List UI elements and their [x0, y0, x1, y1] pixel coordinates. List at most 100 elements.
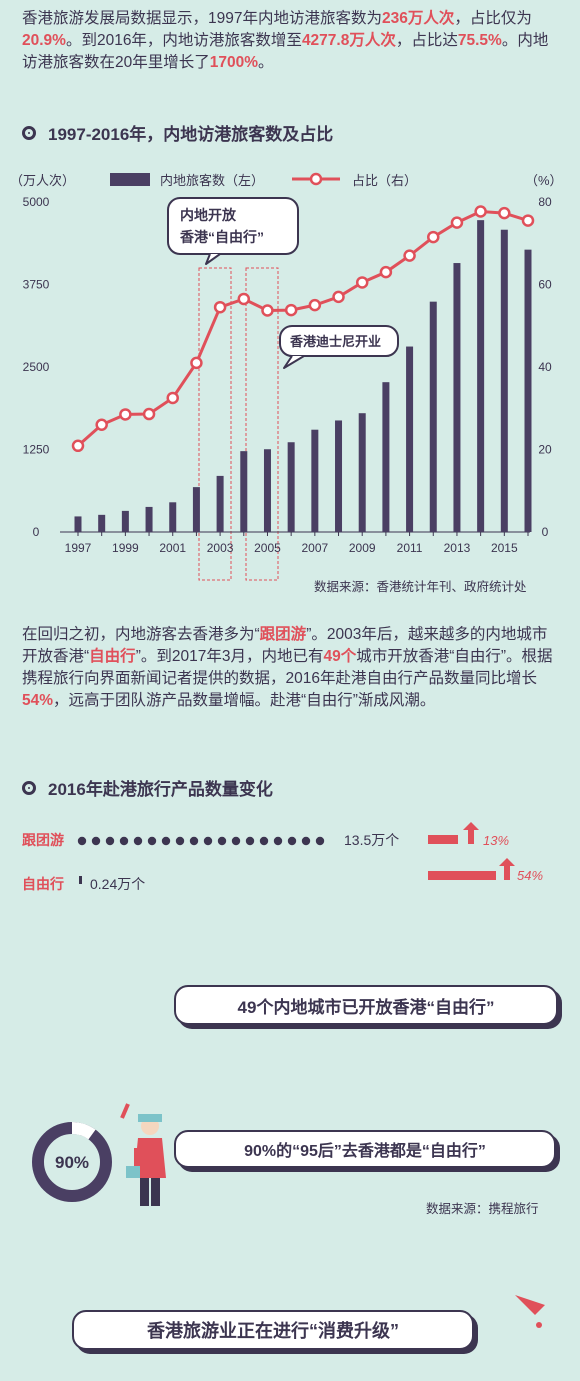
dots-layer	[77, 836, 325, 884]
bar	[524, 249, 532, 532]
x-tick-label: 2003	[207, 541, 234, 555]
x-tick-label: 2011	[397, 541, 423, 555]
group-tour-dot	[105, 836, 115, 846]
callout-disney-text: 香港迪士尼开业	[289, 334, 381, 349]
left-tick-label: 2500	[23, 360, 50, 374]
group-tour-dot	[147, 836, 157, 846]
traveler-icon	[120, 1103, 166, 1206]
left-tick-label: 1250	[23, 443, 50, 457]
bar	[74, 516, 82, 532]
post95-graphic: 90%	[32, 1103, 166, 1206]
highlight-1997-visitors: 236万人次	[381, 10, 455, 27]
bullet-icon	[22, 125, 36, 140]
right-tick-label: 60	[538, 278, 552, 292]
share-point	[213, 300, 227, 314]
right-tick-label: 20	[538, 443, 552, 457]
callout-free-travel-line1: 内地开放	[180, 207, 237, 223]
right-tick-label: 40	[538, 360, 552, 374]
bar	[335, 420, 343, 532]
rocket-icon	[515, 1295, 545, 1328]
highlight-group-tour: 跟团游	[259, 626, 307, 643]
callout-pointer	[205, 253, 221, 265]
group-growth-bar	[428, 835, 458, 844]
ring-remainder	[32, 1122, 112, 1202]
bar	[382, 382, 390, 532]
group-tour-label: 跟团游	[22, 832, 64, 848]
right-tick-label: 80	[538, 195, 552, 209]
intro-text: 香港旅游发展局数据显示，1997年内地访港旅客数为	[22, 10, 382, 27]
bar	[240, 451, 248, 532]
share-point	[166, 391, 179, 405]
group-growth-value: 13%	[483, 833, 509, 848]
bar	[406, 346, 414, 532]
intro-paragraph: 香港旅游发展局数据显示，1997年内地访港旅客数为236万人次，占比仅为 20.9…	[22, 8, 562, 74]
group-tour-dot	[161, 836, 171, 846]
group-tour-dot	[91, 836, 101, 846]
group-tour-dot	[315, 836, 325, 846]
bar	[477, 220, 485, 532]
ctrip-source: 数据来源：携程旅行	[426, 1202, 539, 1216]
bar	[453, 263, 461, 532]
highlight-49-cities: 49个	[323, 648, 357, 665]
left-tick-label: 0	[33, 525, 40, 539]
bar	[192, 487, 200, 532]
group-tour-dot	[217, 836, 227, 846]
group-tour-dot	[245, 836, 255, 846]
group-tour-dot	[77, 836, 87, 846]
bullet-icon	[22, 780, 36, 795]
x-tick-label: 2001	[159, 541, 186, 555]
ring-value: 90%	[55, 1153, 89, 1172]
free-travel-value: 0.24万个	[90, 876, 146, 892]
arrow-up-icon	[463, 822, 479, 844]
share-point	[190, 356, 203, 370]
x-tick-label: 1999	[112, 541, 139, 555]
share-point	[284, 303, 298, 317]
intro-text: 。内地访港旅客数在20年里增长了	[22, 32, 549, 71]
bar	[500, 229, 508, 532]
para-text: 在回归之初，内地游客去香港多为“	[22, 626, 260, 643]
intro-text: ，占比仅为	[454, 10, 532, 27]
para-text: ，远高于团队游产品数量增幅。赴港“自由行”渐成风潮。	[53, 692, 436, 709]
group-tour-dot	[273, 836, 283, 846]
legend-line-marker	[309, 172, 323, 186]
x-tick-label: 2009	[349, 541, 376, 555]
group-tour-dot	[301, 836, 311, 846]
free-growth-bar	[428, 871, 496, 880]
group-tour-dot	[175, 836, 185, 846]
free-travel-label: 自由行	[22, 876, 64, 892]
section-title-products: 2016年赴港旅行产品数量变化	[22, 775, 273, 800]
bar	[216, 475, 224, 532]
group-tour-dot	[287, 836, 297, 846]
highlight-box-2005	[245, 267, 279, 581]
section-title-chart: 1997-2016年，内地访港旅客数及占比	[22, 120, 333, 145]
axes-layer: 0 1250 2500 3750 5000 0 20 40 60 80 1997 1999 2001 20…	[23, 195, 552, 555]
intro-text: 。到2016年，内地访港旅客数增至	[65, 32, 302, 49]
bottom-banner: 香港旅游业正在进行“消费升级”	[72, 1310, 474, 1350]
para-text: ”。2003年后，越来越多的内地城市开放香港“	[22, 626, 548, 665]
legend-line-label: 占比（右）	[352, 173, 417, 188]
left-tick-label: 3750	[23, 278, 50, 292]
bar	[311, 429, 319, 532]
callout-free-travel-line2: 香港“自由行”	[179, 229, 264, 245]
share-point	[450, 216, 464, 229]
free-growth-value: 54%	[517, 868, 543, 883]
section-title-text: 2016年赴港旅行产品数量变化	[48, 780, 273, 799]
right-axis-unit: （%）	[525, 173, 563, 188]
group-tour-value: 13.5万个	[344, 832, 400, 848]
products-chart: 13% 54%	[77, 822, 543, 884]
chart-source: 数据来源：香港统计年刊、政府统计处	[314, 580, 527, 594]
legend-bar-swatch	[110, 173, 150, 186]
share-point	[474, 205, 487, 218]
section-title-text: 1997-2016年，内地访港旅客数及占比	[48, 125, 334, 144]
bars-layer	[74, 220, 532, 532]
bar	[263, 449, 271, 532]
callout-disney-box	[279, 325, 399, 357]
group-tour-dot	[259, 836, 269, 846]
intro-text: 。	[258, 54, 274, 71]
share-point	[379, 265, 393, 279]
share-point	[95, 418, 108, 431]
left-tick-label: 5000	[23, 195, 50, 209]
share-point	[332, 290, 345, 304]
share-point	[119, 408, 132, 421]
share-point	[498, 206, 511, 220]
